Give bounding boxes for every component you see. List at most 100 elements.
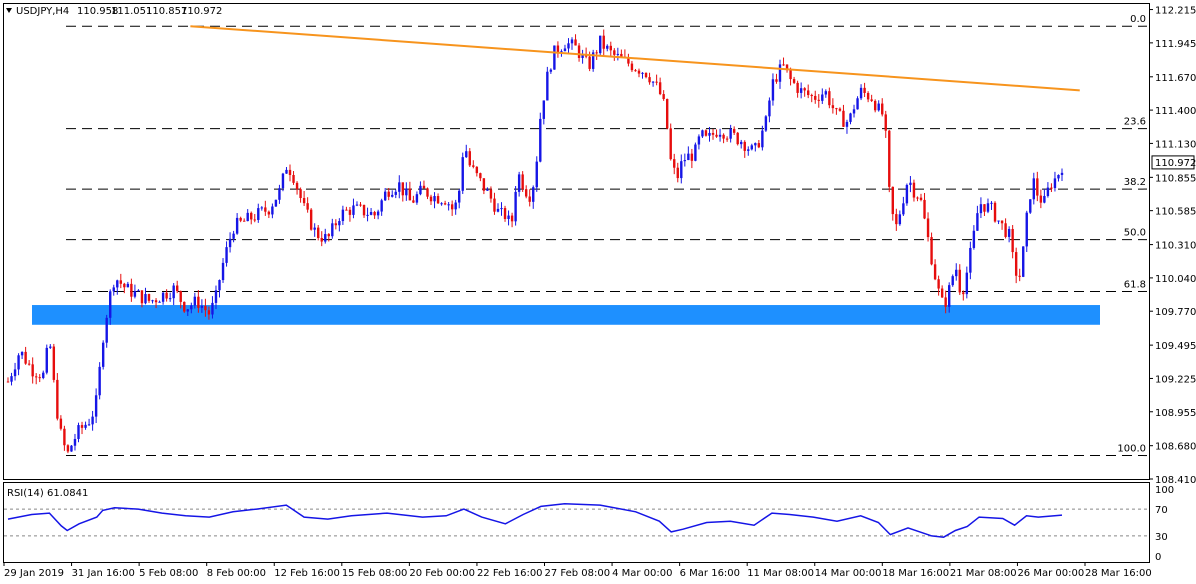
bull-candle-body (77, 425, 80, 439)
bull-candle-body (1007, 228, 1011, 237)
bear-candle-body (602, 35, 605, 49)
rsi-panel: 100 70 30 0 (4, 485, 1174, 563)
bear-candle-body (436, 196, 440, 204)
bear-candle-body (863, 87, 866, 93)
price-tick-label: 110.310 (1155, 241, 1196, 252)
bull-candle-body (683, 160, 687, 162)
bear-candle-body (179, 291, 182, 302)
bull-candle-body (496, 208, 500, 212)
time-tick-label: 11 Mar 08:00 (747, 568, 814, 579)
bear-candle-body (264, 207, 267, 212)
bear-candle-body (884, 114, 887, 131)
bear-candle-body (789, 70, 792, 80)
price-tick-label: 111.130 (1155, 139, 1196, 150)
bear-candle-body (891, 186, 894, 215)
bear-candle-body (1036, 178, 1039, 196)
bull-candle-body (754, 143, 757, 146)
bull-candle-body (369, 212, 373, 215)
bull-candle-body (246, 212, 249, 222)
price-tick-label: 108.955 (1155, 408, 1196, 419)
price-tick-label: 110.040 (1155, 274, 1196, 285)
bull-candle-body (965, 272, 969, 295)
time-tick-label: 8 Feb 00:00 (207, 568, 266, 579)
bull-candle-body (535, 161, 538, 188)
bear-candle-body (817, 99, 820, 101)
bear-candle-body (443, 203, 447, 205)
bull-candle-body (972, 230, 976, 248)
bear-candle-body (373, 212, 376, 216)
bear-candle-body (1004, 223, 1007, 237)
bear-candle-body (183, 301, 186, 312)
bull-candle-body (687, 153, 690, 161)
bull-candle-body (1043, 195, 1046, 203)
bear-candle-body (792, 79, 796, 83)
bear-candle-body (842, 110, 845, 127)
time-tick-label: 6 Mar 16:00 (680, 568, 740, 579)
bear-candle-body (176, 285, 179, 292)
bull-candle-body (331, 223, 334, 237)
time-tick-label: 31 Jan 16:00 (72, 568, 135, 579)
bull-candle-body (394, 191, 397, 195)
bear-candle-body (302, 198, 306, 204)
time-tick-label: 5 Feb 08:00 (139, 568, 198, 579)
bear-candle-body (1011, 228, 1014, 253)
bear-candle-body (510, 215, 514, 222)
bull-candle-body (976, 213, 979, 231)
bear-candle-body (658, 82, 662, 95)
price-tick-label: 109.495 (1155, 341, 1196, 352)
bear-candle-body (475, 166, 479, 174)
low-value: 110.857 (146, 6, 187, 17)
bear-candle-body (838, 108, 842, 111)
collapse-triangle-icon[interactable] (6, 8, 12, 13)
bull-candle-body (955, 269, 958, 277)
time-tick-label: 4 Mar 00:00 (612, 568, 672, 579)
bull-candle-body (193, 296, 197, 306)
bull-candle-body (73, 438, 77, 446)
time-tick-label: 20 Feb 00:00 (409, 568, 475, 579)
bear-candle-body (426, 188, 429, 197)
bull-candle-body (419, 185, 422, 195)
bull-candle-body (391, 194, 394, 197)
bull-candle-body (902, 203, 905, 215)
bull-candle-body (221, 262, 225, 281)
bull-candle-body (591, 52, 595, 69)
bear-candle-body (147, 294, 151, 301)
open-value: 110.958 (77, 6, 118, 17)
bull-candle-body (376, 211, 380, 216)
fib-level-label: 38.2 (1124, 177, 1146, 188)
bull-candle-body (969, 247, 972, 273)
bull-candle-body (285, 169, 288, 174)
bull-candle-body (581, 54, 584, 58)
bear-candle-body (923, 199, 926, 219)
bear-candle-body (348, 209, 352, 215)
close-value: 110.972 (181, 6, 222, 17)
bear-candle-body (197, 296, 200, 308)
bear-candle-body (634, 70, 637, 72)
bull-candle-body (94, 395, 98, 417)
bear-candle-body (711, 132, 715, 135)
bear-candle-body (627, 57, 630, 64)
bull-candle-body (101, 342, 105, 367)
support-zone-layer (32, 305, 1100, 325)
bull-candle-body (641, 72, 644, 74)
price-tick-label: 110.585 (1155, 207, 1196, 218)
bull-candle-body (1022, 246, 1025, 277)
bear-candle-body (919, 197, 923, 200)
bear-candle-body (690, 153, 694, 161)
bull-candle-body (532, 187, 535, 202)
bull-candle-body (398, 182, 401, 192)
bull-candle-body (542, 100, 546, 119)
bull-candle-body (380, 200, 383, 212)
bear-candle-body (521, 174, 524, 190)
time-tick-label: 28 Mar 16:00 (1085, 568, 1152, 579)
bull-candle-body (274, 199, 278, 207)
bull-candle-body (271, 206, 274, 215)
bull-candle-body (214, 290, 218, 303)
bull-candle-body (1032, 178, 1035, 200)
bear-candle-body (401, 182, 405, 196)
bear-candle-body (785, 64, 789, 71)
bear-candle-body (306, 203, 309, 210)
bull-candle-body (517, 174, 521, 192)
bull-candle-body (563, 48, 567, 52)
fibonacci-levels: 0.0 23.6 38.2 50.0 61.8 100.0 (66, 14, 1147, 457)
